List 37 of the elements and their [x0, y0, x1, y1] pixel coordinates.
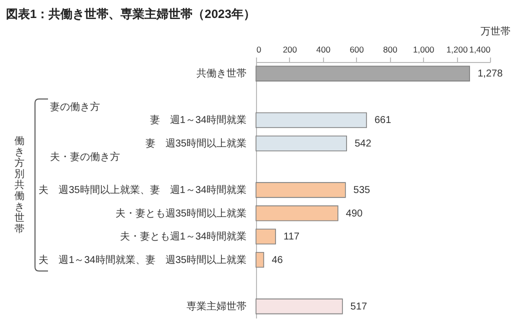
- data-label: 117: [284, 232, 300, 243]
- text: 妻の働き方: [50, 100, 100, 114]
- data-label: 542: [354, 138, 372, 150]
- y-tick-label: 夫・妻とも週1～34時間就業: [120, 230, 246, 243]
- data-label: 490: [346, 208, 364, 220]
- y-tick-label: 妻 週1～34時間就業: [150, 114, 246, 126]
- bar: [256, 228, 276, 244]
- data-label: 1,278: [478, 68, 504, 80]
- text: 図表1：共働き世帯、専業主婦世帯（2023年）: [6, 6, 256, 23]
- bar: [256, 182, 346, 198]
- text: 夫・妻の働き方: [50, 150, 120, 164]
- bar: [256, 252, 264, 268]
- y-tick-label: 共働き世帯: [196, 68, 246, 80]
- bar: [256, 66, 470, 82]
- x-tick-label: 800: [383, 44, 398, 54]
- x-axis-title: 万世帯: [480, 26, 510, 38]
- x-tick-label: 0: [256, 44, 262, 54]
- data-label: 661: [374, 115, 392, 126]
- y-tick-label: 専業主婦世帯: [186, 300, 246, 312]
- bar: [256, 136, 347, 152]
- data-label: 517: [350, 301, 368, 312]
- text: 働き方別共働き世帯: [14, 136, 24, 235]
- y-tick-label: 夫・妻とも週35時間以上就業: [115, 207, 246, 220]
- y-tick-label: 夫 週35時間以上就業、妻 週1～34時間就業: [38, 184, 246, 196]
- x-tick-label: 1,400: [469, 44, 491, 54]
- data-label: 46: [272, 254, 284, 266]
- bar: [256, 112, 367, 128]
- bar: [256, 205, 338, 222]
- x-tick-label: 1,200: [446, 44, 468, 54]
- x-tick-label: 1,000: [413, 44, 435, 54]
- x-tick-label: 600: [350, 44, 364, 54]
- x-tick-label: 400: [316, 44, 331, 54]
- x-tick-label: 200: [282, 44, 298, 54]
- y-tick-label: 夫 週1～34時間就業、妻 週35時間以上就業: [38, 254, 246, 266]
- bar: [256, 298, 343, 314]
- data-label: 535: [353, 185, 371, 196]
- y-tick-label: 妻 週35時間以上就業: [145, 137, 246, 150]
